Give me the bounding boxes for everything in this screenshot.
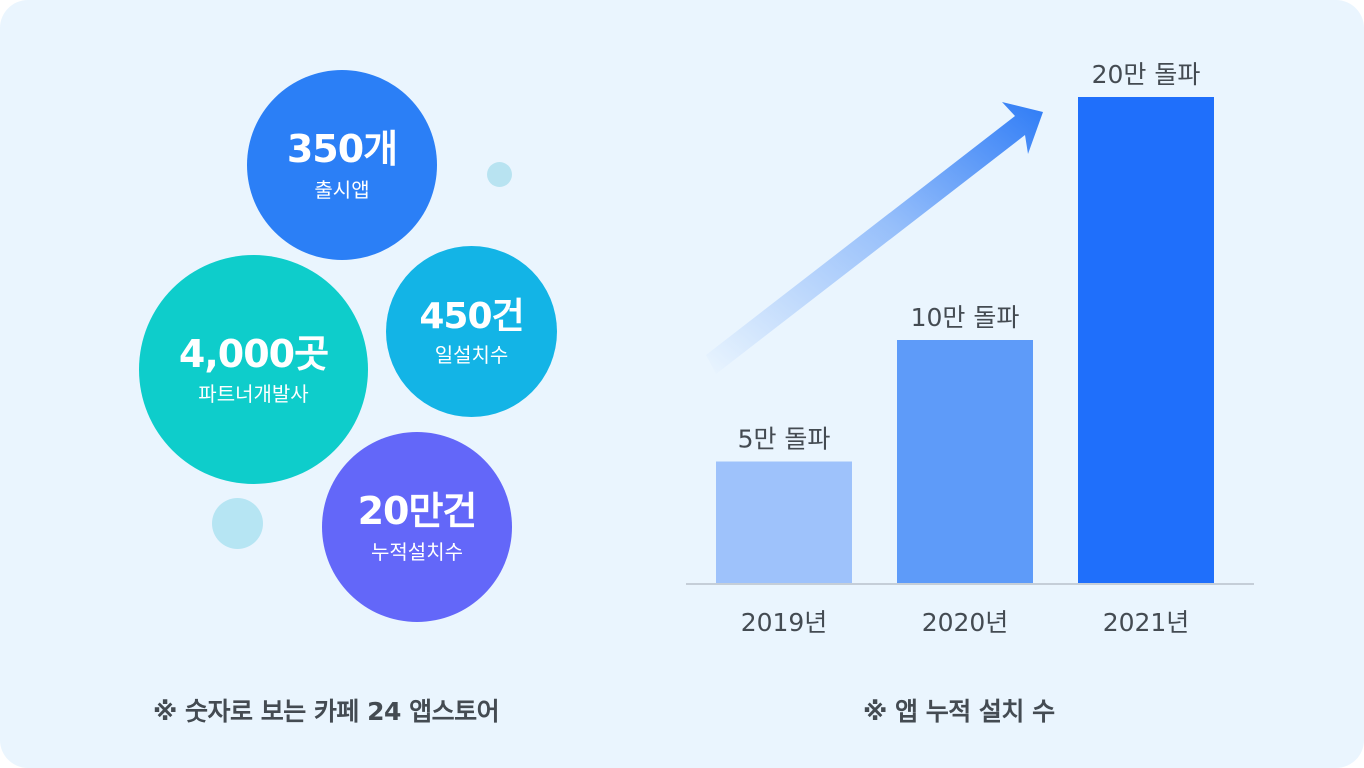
bubble-daily-installs: 450건 일설치수 bbox=[386, 246, 557, 417]
x-tick-label-0: 2019년 bbox=[741, 608, 828, 637]
bubble-apps-released: 350개 출시앱 bbox=[247, 70, 437, 260]
x-tick-label-2: 2021년 bbox=[1103, 608, 1190, 637]
bar-1 bbox=[897, 340, 1033, 583]
trend-arrow-icon bbox=[706, 102, 1043, 374]
bar-2 bbox=[1078, 97, 1214, 583]
decorative-dot-large bbox=[212, 498, 263, 549]
bubble-daily-installs-value: 450건 bbox=[419, 295, 524, 337]
x-tick-label-1: 2020년 bbox=[922, 608, 1009, 637]
bubble-cumulative-installs-label: 누적설치수 bbox=[371, 539, 463, 564]
data-label-1: 10만 돌파 bbox=[911, 303, 1020, 332]
right-caption: ※ 앱 누적 설치 수 bbox=[863, 697, 1055, 726]
bubble-daily-installs-label: 일설치수 bbox=[434, 343, 509, 368]
bubble-cumulative-installs-value: 20만건 bbox=[357, 489, 478, 534]
left-caption: ※ 숫자로 보는 카페 24 앱스토어 bbox=[153, 697, 500, 726]
bubble-cumulative-installs: 20만건 누적설치수 bbox=[322, 432, 512, 622]
bubble-partner-developers-value: 4,000곳 bbox=[178, 331, 329, 376]
bar-0 bbox=[716, 461, 852, 583]
bubble-apps-released-value: 350개 bbox=[286, 127, 398, 172]
data-label-0: 5만 돌파 bbox=[738, 425, 831, 454]
bubble-partner-developers-label: 파트너개발사 bbox=[198, 382, 309, 407]
data-label-2: 20만 돌파 bbox=[1092, 60, 1201, 89]
decorative-dot-small bbox=[487, 162, 512, 187]
bubble-apps-released-label: 출시앱 bbox=[314, 177, 370, 202]
bubble-partner-developers: 4,000곳 파트너개발사 bbox=[139, 255, 368, 484]
